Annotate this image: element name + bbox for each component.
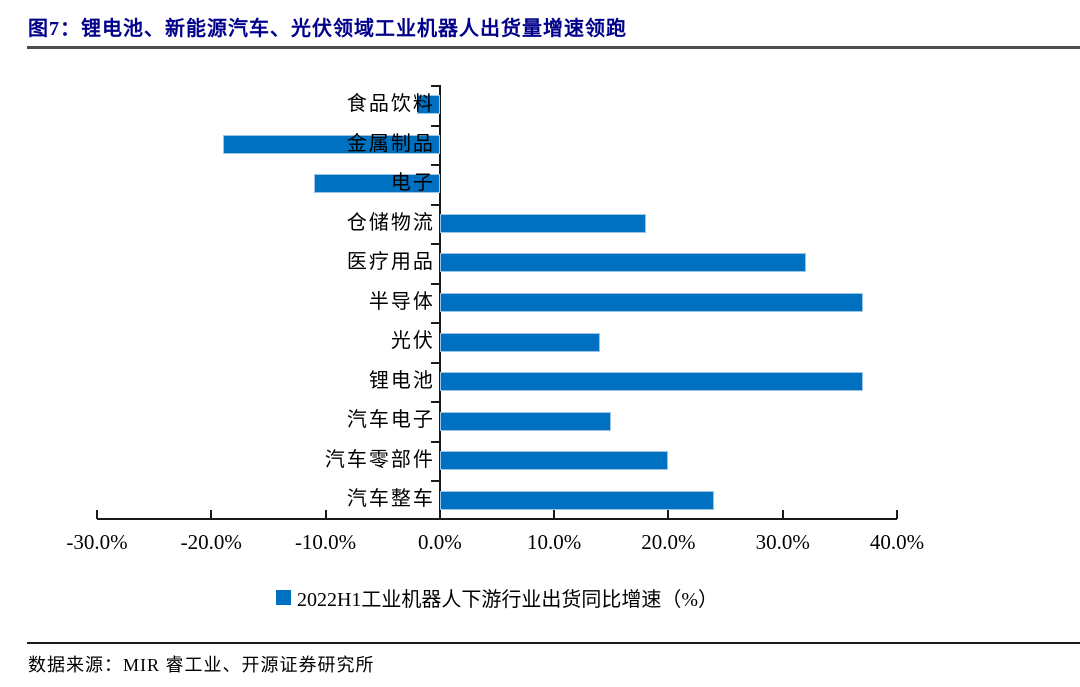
x-axis-tick-label: -10.0% [294,530,357,554]
bar-半导体 [439,293,863,312]
y-axis-tick [430,85,439,87]
x-axis-tick-label: -30.0% [66,530,128,554]
x-axis-tick-label: 0.0% [417,530,462,554]
x-axis-line [97,518,897,520]
category-label: 食品饮料 [346,93,435,115]
y-axis-tick [430,440,439,443]
category-label: 金属制品 [346,132,435,155]
y-axis-tick [430,518,439,520]
category-label: 电子 [390,172,435,195]
y-axis-tick [430,282,439,285]
x-axis-tick [667,510,670,519]
category-label: 光伏 [390,330,435,353]
data-source-text: 数据来源：MIR 睿工业、开源证券研究所 [28,655,375,675]
x-axis-tick [896,510,898,519]
y-axis-tick [430,203,439,206]
y-axis-tick [430,124,439,127]
bottom-rule [27,642,1080,644]
y-axis-tick [430,361,439,364]
category-label: 汽车整车 [346,488,435,511]
figure-title: 图7：锂电池、新能源汽车、光伏领域工业机器人出货量增速领跑 [28,18,627,40]
bar-电子 [314,174,440,194]
x-axis-tick [781,510,784,519]
bar-汽车整车 [439,490,715,510]
y-axis-tick [430,164,439,167]
y-axis-tick [430,480,439,483]
y-axis-tick [430,322,439,325]
chart-legend: 2022H1工业机器人下游行业出货同比增速（%） [97,583,897,612]
bar-食品饮料 [417,95,440,115]
category-label: 医疗用品 [346,251,435,274]
legend-label: 2022H1工业机器人下游行业出货同比增速（%） [296,589,719,611]
bar-金属制品 [222,134,440,154]
category-label: 半导体 [368,290,435,313]
bar-汽车电子 [439,411,612,431]
bar-汽车零部件 [439,451,669,471]
x-axis-tick [210,510,213,519]
category-label: 仓储物流 [346,211,435,234]
y-axis-tick [430,401,439,404]
bar-chart-plot: -30.0% -20.0% -10.0% 0.0% 10.0% 20.0% 30.0% 40.… [66,85,924,554]
x-axis-tick-label: 10.0% [527,530,582,554]
x-axis-tick-label: 30.0% [755,530,810,554]
x-axis-tick [553,510,556,519]
x-axis-tick [96,510,98,519]
x-axis-tick [324,510,327,519]
y-axis-tick [430,243,439,246]
bar-锂电池 [439,372,863,392]
legend-swatch-icon [275,590,291,605]
title-rule [27,46,1080,49]
x-axis-tick-label: 20.0% [641,530,696,554]
category-label: 锂电池 [368,369,435,392]
category-label: 汽车电子 [346,409,435,432]
bar-光伏 [439,332,600,352]
category-label: 汽车零部件 [324,448,435,471]
x-axis-tick-label: 40.0% [869,530,925,554]
x-axis-tick-label: -20.0% [180,530,242,554]
bar-医疗用品 [439,253,806,273]
bar-仓储物流 [439,213,646,233]
